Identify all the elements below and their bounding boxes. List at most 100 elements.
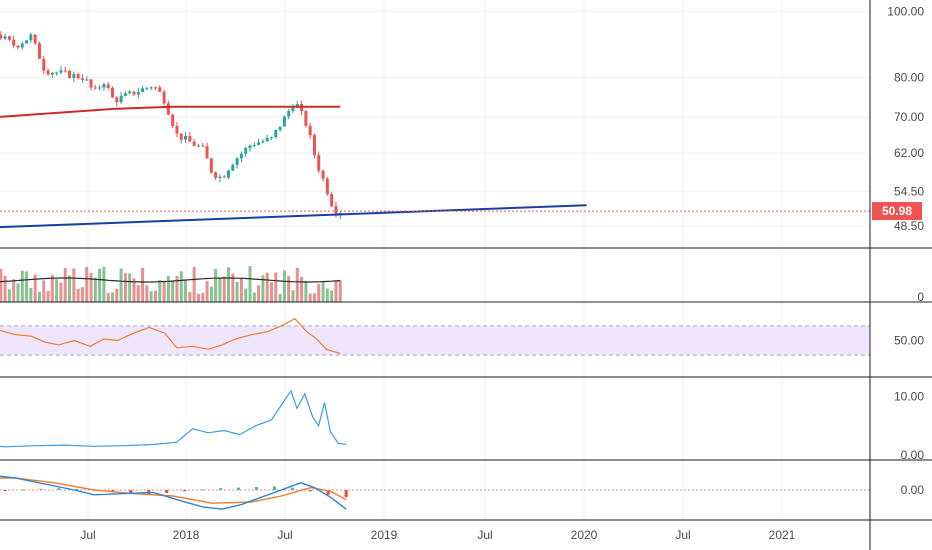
volume-bar [7, 289, 11, 302]
volume-bar [184, 279, 188, 302]
volume-bar [98, 268, 102, 302]
volume-bar [321, 282, 325, 302]
candle-body [76, 74, 80, 79]
macd-tick-label: 0.00 [901, 483, 925, 497]
macd-histogram-bar [219, 488, 223, 490]
candle-body [218, 176, 222, 178]
candle-body [89, 79, 93, 88]
volume-bar [231, 273, 235, 302]
moving-average-line [0, 105, 341, 118]
candle-body [80, 78, 84, 80]
candle-body [171, 114, 175, 126]
macd-histogram-bar [201, 489, 205, 491]
candle-body [257, 142, 261, 145]
volume-bar [278, 293, 282, 302]
volume-bar [111, 292, 115, 302]
volume-bar [179, 271, 183, 302]
candle-body [98, 87, 102, 89]
candle-body [72, 74, 76, 79]
volume-bar [158, 279, 162, 302]
volume-bar [312, 293, 316, 302]
candle-body [235, 158, 239, 165]
candle-body [149, 87, 153, 89]
volume-bar [295, 267, 299, 302]
volume-pane [0, 266, 342, 302]
candle-body [153, 87, 157, 89]
candle-body [59, 70, 63, 73]
volume-average-line [0, 277, 341, 283]
macd-histogram-bar [75, 488, 79, 490]
candle-body [111, 88, 115, 98]
candle-body [334, 206, 338, 215]
volume-bar [304, 280, 308, 302]
candle-body [29, 34, 33, 41]
macd-histogram-bar [21, 489, 25, 491]
volume-bar [162, 281, 166, 302]
volume-bar [132, 278, 136, 302]
x-tick-label: 2019 [371, 528, 398, 542]
macd-histogram-bar [183, 490, 187, 492]
volume-bar [274, 272, 278, 302]
macd-signal-line [0, 477, 347, 504]
volume-bar [248, 266, 252, 302]
candle-body [330, 194, 334, 207]
volume-bar [102, 266, 106, 302]
volume-bar [153, 290, 157, 302]
candle-body [312, 135, 316, 156]
volume-bar [106, 293, 110, 302]
volume-bar [72, 268, 76, 302]
volume-bar [214, 269, 218, 302]
candle-body [132, 91, 136, 95]
candle-body [12, 39, 16, 46]
volume-bar [171, 281, 175, 302]
indicator-pane [0, 389, 347, 448]
volume-bar [265, 272, 269, 302]
volume-bar [196, 293, 200, 302]
candle-body [248, 145, 252, 149]
volume-bar [136, 285, 140, 302]
volume-bar [227, 267, 231, 302]
volume-bar [175, 275, 179, 302]
x-tick-label: 2020 [571, 528, 598, 542]
rsi-pane [0, 317, 870, 356]
volume-bar [85, 266, 89, 302]
candle-body [115, 97, 119, 103]
volume-bar [325, 288, 329, 302]
x-tick-label: 2018 [173, 528, 200, 542]
candle-body [227, 170, 231, 178]
macd-histogram-bar [272, 486, 276, 490]
volume-bar [188, 292, 192, 302]
x-tick-label: 2021 [769, 528, 796, 542]
candle-body [93, 87, 97, 89]
volume-bar [201, 292, 205, 302]
candle-body [63, 70, 67, 72]
candle-body [252, 144, 256, 146]
candle-body [68, 70, 72, 79]
candle-body [106, 84, 110, 89]
macd-histogram-bar [39, 488, 43, 490]
macd-line [0, 475, 347, 510]
candle-body [119, 95, 123, 103]
volume-bar [287, 276, 291, 302]
candle-body [37, 43, 41, 59]
volume-bar [89, 273, 93, 302]
candle-body [317, 155, 321, 171]
volume-bar [244, 288, 248, 302]
candle-body [85, 79, 89, 81]
indicator-tick-label: 0.00 [901, 448, 925, 462]
macd-histogram-bar [165, 490, 169, 493]
price-tick-label: 70.00 [894, 110, 924, 124]
x-axis: Jul 2018 Jul 2019 Jul 2020 Jul 2021 [80, 528, 795, 542]
volume-bar [308, 293, 312, 302]
candle-body [166, 103, 170, 115]
candle-body [278, 126, 282, 130]
volume-bar [80, 287, 84, 302]
x-tick-label: Jul [477, 528, 492, 542]
macd-histogram-bar [308, 490, 312, 492]
candle-body [162, 91, 166, 104]
candle-body [274, 129, 278, 138]
candle-body [287, 111, 291, 117]
volume-bar [115, 288, 119, 302]
